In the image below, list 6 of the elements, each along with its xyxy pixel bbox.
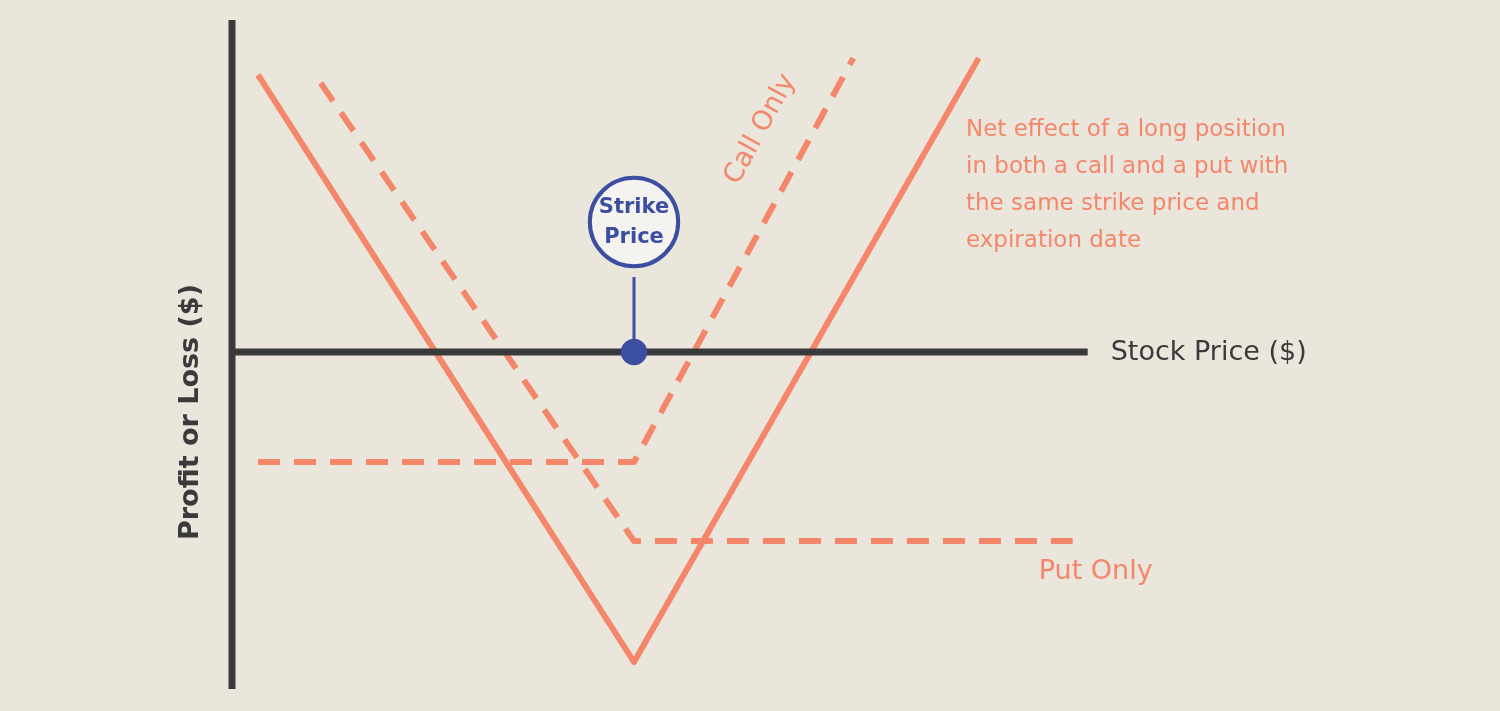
x-axis-title: Stock Price ($) xyxy=(1110,335,1307,366)
y-axis-title: Profit or Loss ($) xyxy=(173,284,204,540)
text: Call Only xyxy=(715,67,801,189)
series-label: Put Only xyxy=(1038,554,1153,586)
annotation: Strike Price xyxy=(598,194,670,248)
annotation: Net effect of a long position in both a call and a put with the same strike price and expiration date xyxy=(966,115,1289,252)
